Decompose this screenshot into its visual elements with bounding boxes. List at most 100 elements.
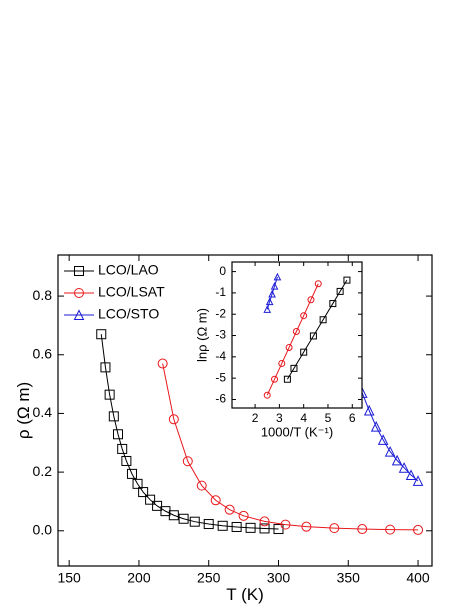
x-tick-label: 5 [325, 411, 332, 425]
marker [413, 524, 424, 535]
plot-frame [231, 261, 363, 409]
marker [265, 297, 274, 306]
marker [113, 429, 124, 440]
marker [263, 391, 271, 399]
marker [168, 510, 179, 521]
y-tick-label: 0 [219, 264, 226, 278]
marker [100, 362, 111, 373]
x-axis-title: T (K) [226, 585, 263, 604]
marker [280, 519, 291, 530]
marker [259, 523, 270, 534]
marker [398, 462, 410, 473]
x-tick-label: 300 [267, 569, 291, 585]
x-tick-label: 350 [337, 569, 361, 585]
marker [238, 510, 249, 521]
y-tick-label: 0.0 [33, 521, 53, 537]
marker [210, 495, 221, 506]
y-tick-label: 0.6 [33, 345, 53, 361]
legend-marker [74, 288, 84, 298]
marker [273, 272, 282, 281]
legend-marker [74, 266, 84, 276]
marker [96, 329, 107, 340]
marker [217, 520, 228, 531]
plot-frame [57, 254, 433, 567]
marker [168, 414, 179, 425]
marker [157, 358, 168, 369]
x-tick-label: 250 [197, 569, 221, 585]
marker [126, 468, 137, 479]
y-tick-label: -5 [215, 370, 226, 384]
marker [336, 287, 344, 295]
marker [178, 513, 189, 524]
legend-label: LCO/STO [98, 306, 159, 322]
marker [268, 289, 276, 298]
marker [319, 316, 327, 324]
marker [309, 332, 317, 340]
marker [343, 276, 351, 284]
series-group [96, 293, 424, 535]
marker [224, 504, 235, 515]
marker [301, 521, 312, 532]
x-tick-label: 150 [57, 569, 81, 585]
marker [385, 524, 396, 535]
x-tick-label: 400 [406, 569, 430, 585]
x-axis-title: 1000/T (K⁻¹) [261, 425, 333, 440]
series-line [100, 334, 279, 530]
marker [273, 524, 284, 535]
marker [370, 421, 382, 432]
y-tick-label: 0.8 [33, 287, 53, 303]
marker [283, 375, 291, 383]
marker [245, 522, 256, 533]
marker [263, 305, 272, 313]
marker [412, 475, 424, 486]
marker [259, 516, 270, 527]
x-tick-label: 6 [349, 411, 356, 425]
legend-label: LCO/LAO [98, 262, 159, 278]
y-axis-title: lnρ (Ω m) [195, 308, 210, 362]
y-axis-title: ρ (Ω m) [14, 382, 33, 439]
marker [290, 364, 298, 372]
marker [145, 494, 156, 505]
y-tick-label: 0.2 [33, 463, 53, 479]
marker [152, 500, 163, 511]
marker [391, 454, 403, 466]
y-tick-label: -4 [215, 349, 226, 363]
y-tick-label: -2 [215, 306, 226, 320]
marker [300, 348, 308, 356]
marker [405, 469, 417, 481]
x-tick-label: 2 [252, 411, 259, 425]
marker [271, 375, 279, 383]
legend-marker [73, 309, 85, 320]
marker [108, 411, 119, 422]
series-group [263, 272, 351, 399]
marker [285, 343, 293, 351]
marker [314, 280, 322, 288]
marker [300, 312, 308, 320]
marker [189, 516, 200, 527]
y-tick-label: -6 [215, 392, 226, 406]
marker [203, 519, 214, 530]
marker [307, 296, 315, 304]
marker [132, 478, 143, 489]
marker [138, 487, 149, 498]
marker [292, 327, 300, 335]
marker [121, 455, 132, 466]
marker [357, 524, 368, 535]
marker [278, 359, 286, 367]
marker [329, 300, 337, 308]
plot-area [232, 262, 362, 408]
y-tick-label: -3 [215, 328, 226, 342]
marker [182, 456, 193, 467]
y-tick-label: -1 [215, 285, 226, 299]
marker [384, 445, 396, 457]
x-tick-label: 200 [127, 569, 151, 585]
marker [329, 523, 340, 534]
marker [104, 389, 115, 400]
x-tick-label: 4 [300, 411, 307, 425]
marker [270, 281, 279, 290]
marker [196, 480, 207, 491]
x-tick-label: 3 [276, 411, 283, 425]
legend-label: LCO/LSAT [98, 284, 165, 300]
